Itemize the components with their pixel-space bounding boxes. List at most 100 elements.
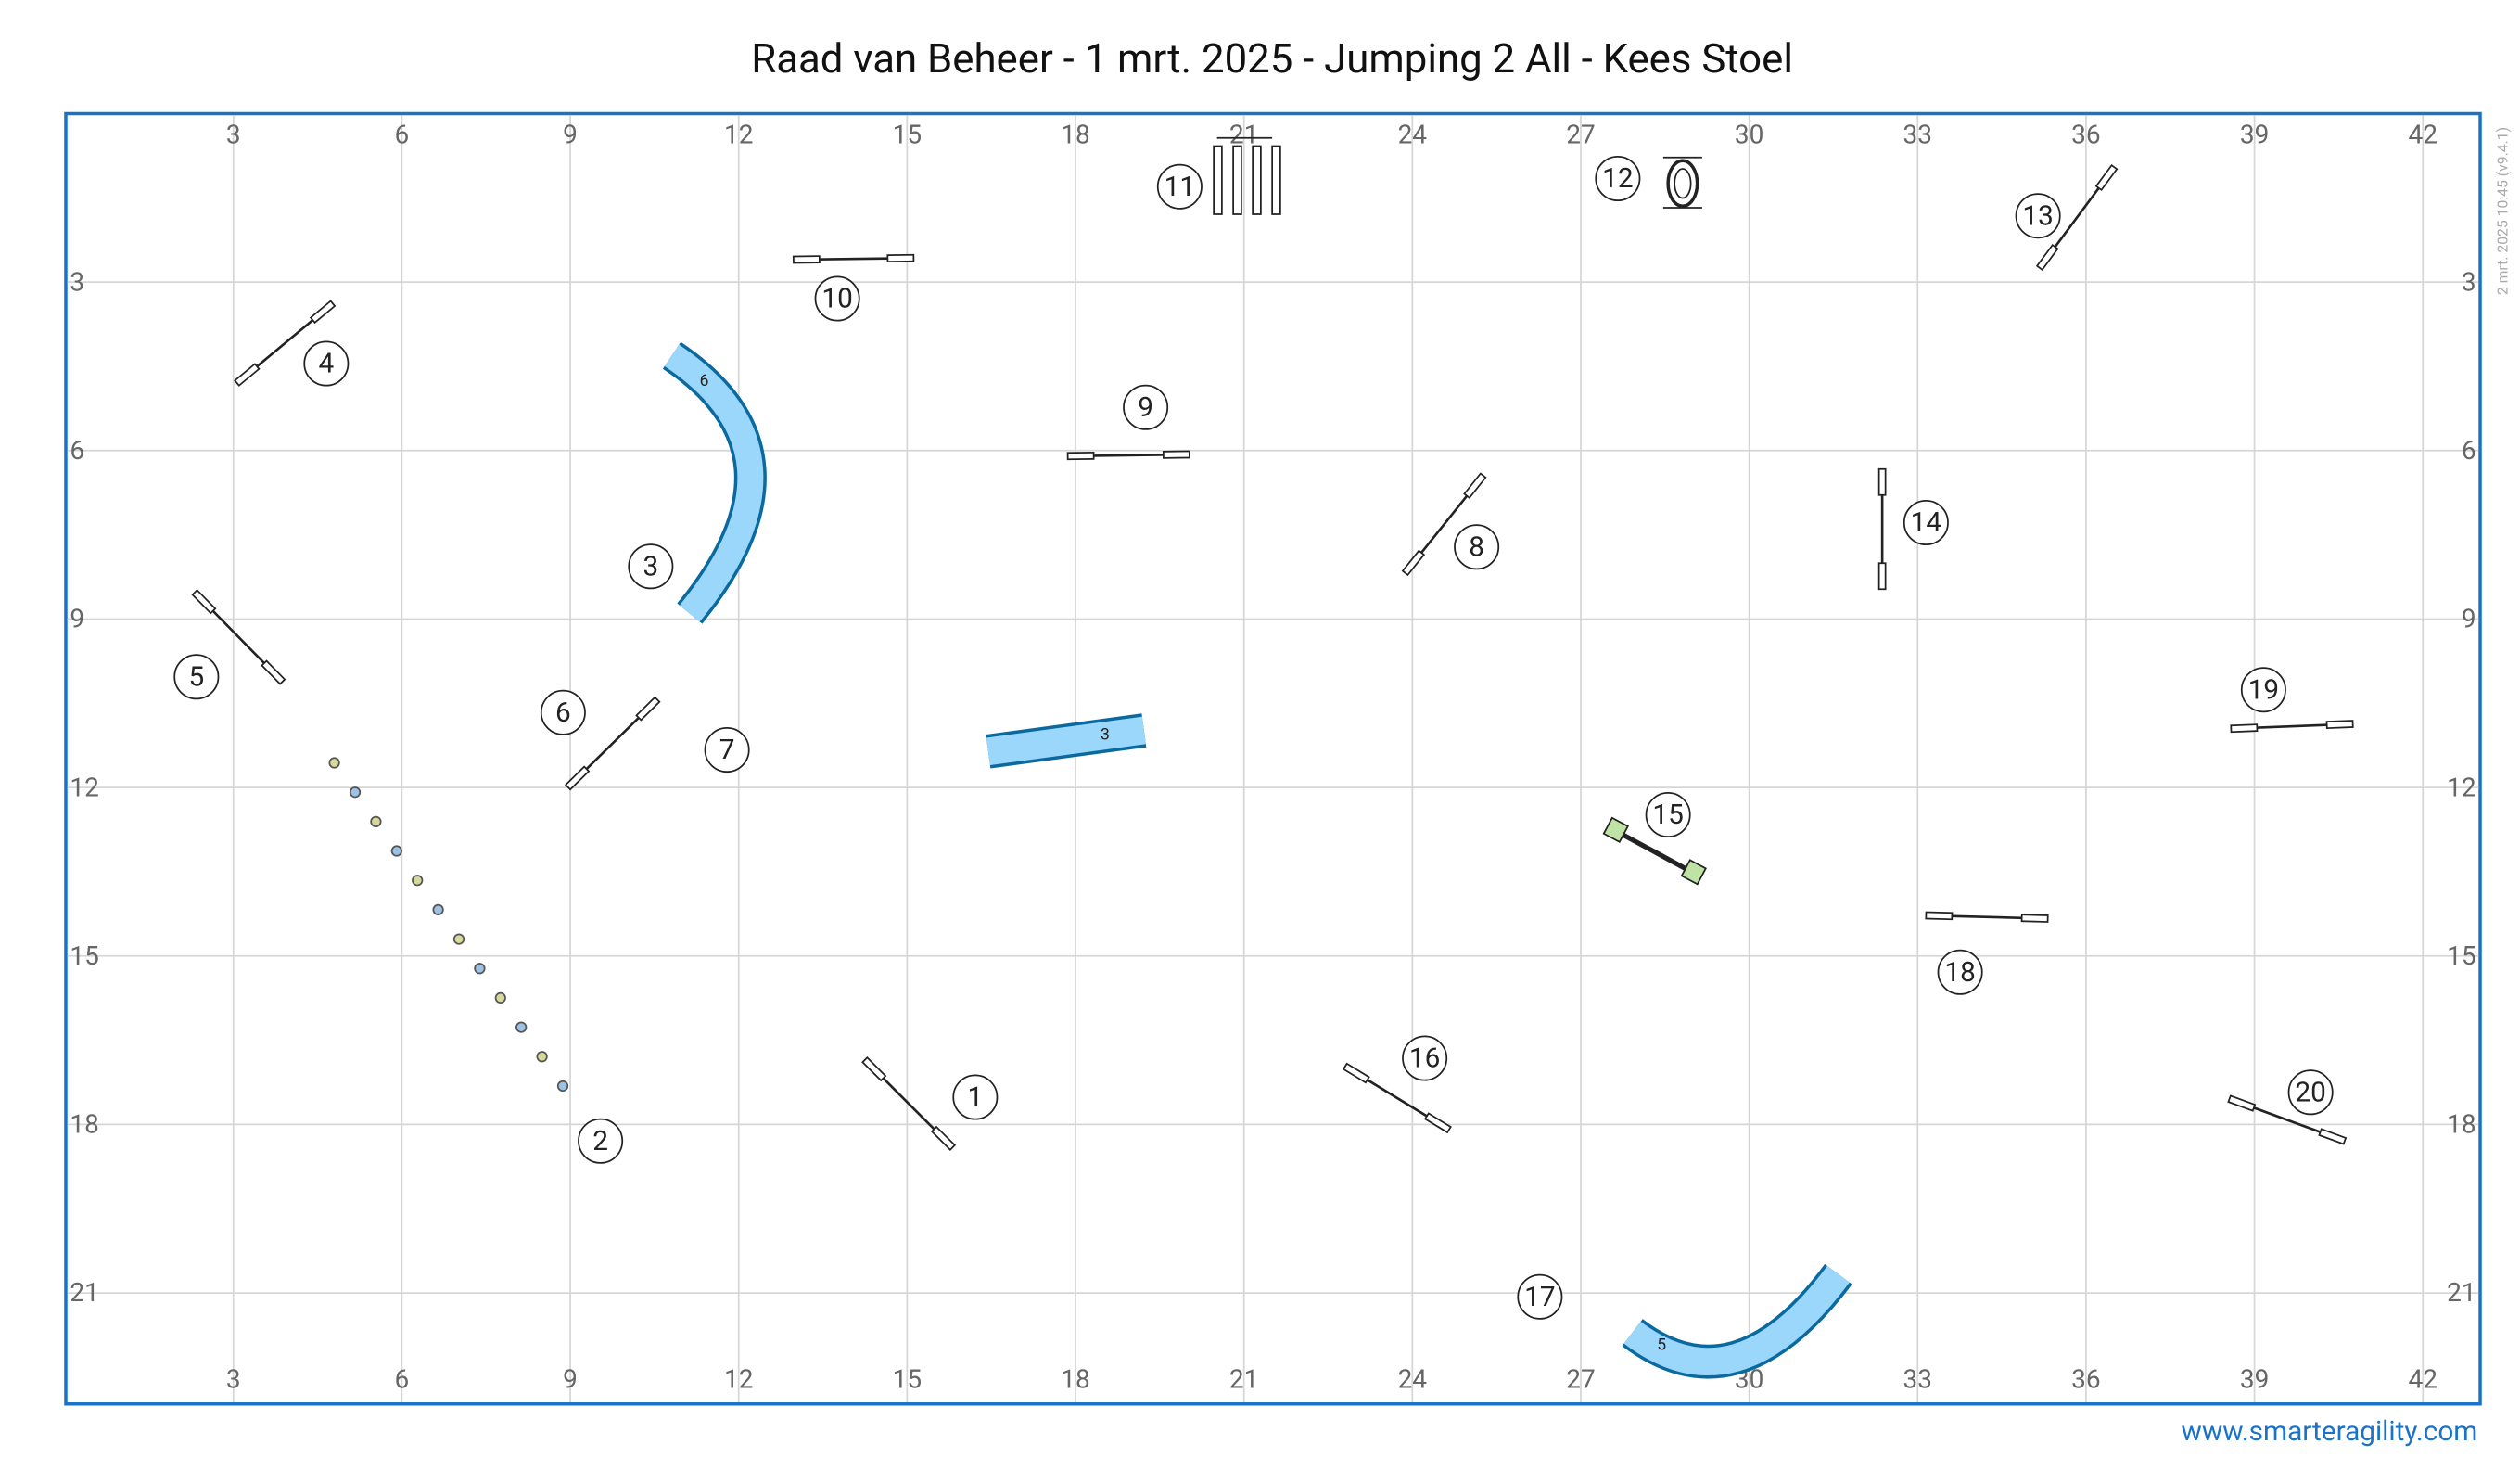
obstacle-number: 5 xyxy=(188,660,204,693)
y-tick-label: 6 xyxy=(2462,435,2476,466)
number-circle xyxy=(2287,1069,2334,1116)
jump-wing xyxy=(309,300,337,325)
jump-wing xyxy=(1066,451,1095,461)
obstacle-number: 9 xyxy=(1138,391,1153,424)
jump-wing xyxy=(1423,1112,1452,1134)
wall xyxy=(1614,828,1696,876)
obstacle-number: 14 xyxy=(1911,506,1942,539)
tire xyxy=(1666,159,1699,209)
weave-pole xyxy=(412,875,424,887)
number-circle xyxy=(952,1074,999,1120)
x-tick-label: 21 xyxy=(1229,1364,1258,1395)
x-tick-label: 36 xyxy=(2071,1364,2100,1395)
long-jump xyxy=(1252,145,1262,215)
tunnel-label: 3 xyxy=(1101,725,1110,744)
x-tick-label: 18 xyxy=(1061,1364,1089,1395)
weave-pole xyxy=(370,815,382,827)
x-tick-label: 33 xyxy=(1903,1364,1932,1395)
obstacle-number: 18 xyxy=(1944,956,1975,989)
x-tick-label: 21 xyxy=(1229,119,1258,149)
weave-pole xyxy=(494,991,506,1004)
jump-wing xyxy=(2230,723,2259,734)
x-tick-label: 9 xyxy=(563,1364,578,1395)
number-circle xyxy=(628,543,674,590)
obstacle-number: 4 xyxy=(318,348,334,380)
tire xyxy=(1674,168,1692,199)
x-tick-label: 30 xyxy=(1735,119,1763,149)
x-tick-label: 6 xyxy=(395,1364,410,1395)
x-tick-label: 18 xyxy=(1061,119,1089,149)
number-circle xyxy=(1595,156,1641,202)
number-circle xyxy=(1517,1273,1563,1320)
weave-pole xyxy=(474,963,486,975)
jump-wing xyxy=(861,1056,887,1082)
obstacle-number: 7 xyxy=(719,734,735,766)
number-circle xyxy=(303,340,350,387)
jump-wing xyxy=(1877,562,1887,591)
x-tick-label: 6 xyxy=(395,119,410,149)
jump-wing xyxy=(2094,163,2119,192)
y-tick-label: 15 xyxy=(70,940,98,971)
jump-wing xyxy=(2020,914,2049,923)
x-tick-label: 39 xyxy=(2240,119,2269,149)
number-circle xyxy=(814,275,860,322)
tunnel xyxy=(664,344,764,622)
long-jump xyxy=(1271,145,1281,215)
y-tick-label: 3 xyxy=(2462,266,2476,297)
y-tick-label: 9 xyxy=(2462,604,2476,634)
number-circle xyxy=(2015,193,2061,239)
weave-pole xyxy=(536,1051,548,1063)
x-tick-label: 9 xyxy=(563,119,578,149)
jump-wing xyxy=(191,589,217,615)
obstacle-number: 17 xyxy=(1524,1281,1555,1313)
jump-wing xyxy=(1925,911,1954,921)
jump-wing xyxy=(2227,1094,2257,1112)
y-tick-label: 6 xyxy=(70,435,84,466)
obstacle-number: 13 xyxy=(2022,199,2053,232)
y-tick-label: 21 xyxy=(2447,1277,2475,1308)
number-circle xyxy=(1645,792,1691,838)
obstacle-number: 20 xyxy=(2295,1076,2325,1108)
obstacle-number: 11 xyxy=(1165,171,1195,203)
version: 2 mrt. 2025 10:45 (v9.4.1) xyxy=(2494,127,2512,295)
jump-wing xyxy=(2035,243,2059,272)
y-tick-label: 21 xyxy=(70,1277,98,1308)
y-tick-label: 15 xyxy=(2447,940,2475,971)
y-tick-label: 18 xyxy=(70,1109,98,1140)
jump-wing xyxy=(261,659,286,685)
obstacle-number: 2 xyxy=(592,1125,608,1157)
x-tick-label: 33 xyxy=(1903,119,1932,149)
obstacle-number: 16 xyxy=(1409,1042,1440,1075)
weave-pole xyxy=(328,757,340,769)
website[interactable]: www.smarteragility.com xyxy=(2182,1415,2478,1448)
x-tick-label: 39 xyxy=(2240,1364,2269,1395)
y-tick-label: 3 xyxy=(70,266,84,297)
weave-pole xyxy=(349,786,362,799)
title: Raad van Beheer - 1 mrt. 2025 - Jumping … xyxy=(751,34,1793,83)
weave-pole xyxy=(432,903,444,916)
tunnel-label: 6 xyxy=(700,372,709,390)
field xyxy=(64,111,2482,1406)
y-tick-label: 12 xyxy=(70,772,98,802)
jump-wing xyxy=(1162,450,1190,459)
y-tick-label: 9 xyxy=(70,604,84,634)
number-circle xyxy=(1937,949,1983,995)
long-jump xyxy=(1232,145,1242,215)
x-tick-label: 15 xyxy=(893,119,922,149)
jump-wing xyxy=(792,255,821,264)
number-circle xyxy=(173,654,220,700)
jump-wing xyxy=(234,363,261,387)
x-tick-label: 24 xyxy=(1398,1364,1428,1395)
wall-post xyxy=(1680,859,1707,886)
weave-pole xyxy=(452,933,465,945)
number-circle xyxy=(1903,500,1949,546)
obstacle-number: 1 xyxy=(968,1081,984,1114)
jump-wing xyxy=(930,1125,957,1151)
tunnel xyxy=(986,716,1146,766)
number-circle xyxy=(2240,667,2286,713)
x-tick-label: 42 xyxy=(2409,1364,2437,1395)
x-tick-label: 12 xyxy=(724,119,753,149)
x-tick-label: 3 xyxy=(226,119,241,149)
